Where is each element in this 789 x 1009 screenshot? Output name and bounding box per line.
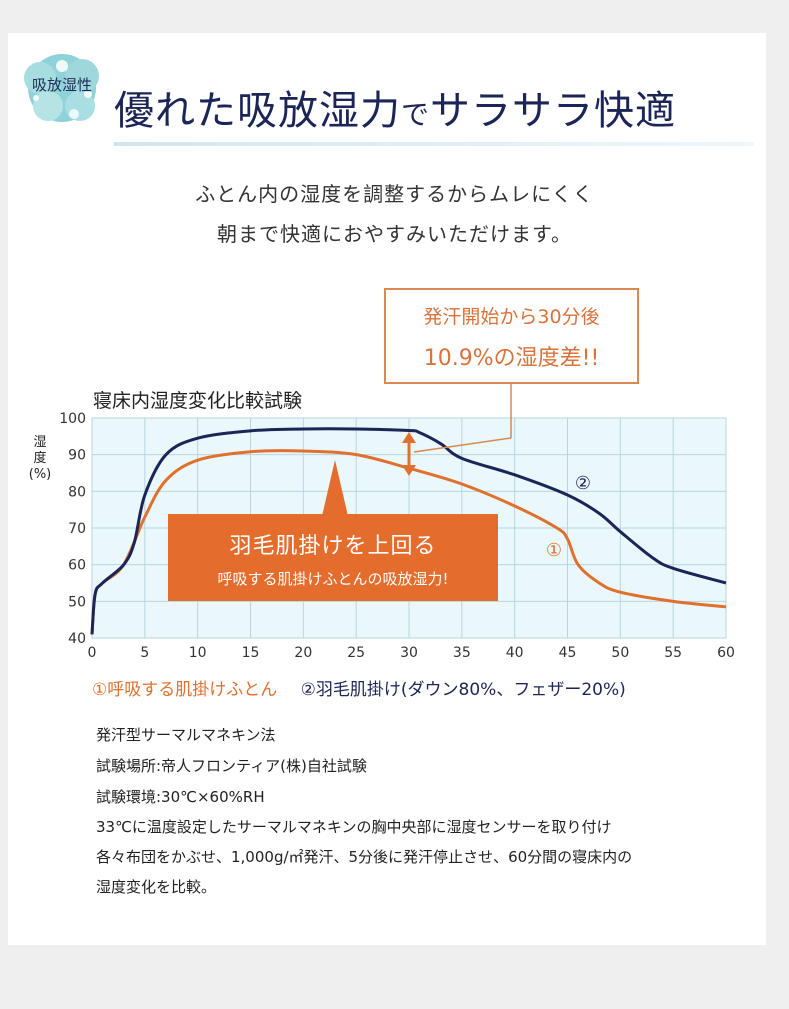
headline-part-1: 優れた吸放湿力: [114, 88, 401, 134]
page-title: 優れた吸放湿力でサラサラ快適: [114, 78, 744, 138]
x-tick-label: 40: [506, 645, 524, 661]
x-tick-label: 50: [611, 645, 629, 661]
x-tick-label: 35: [453, 645, 471, 661]
badge-label: 吸放湿性: [31, 76, 92, 94]
y-tick-label: 40: [68, 631, 86, 647]
y-tick-label: 50: [68, 594, 86, 610]
y-tick-labels: 40 50 60 70 80 90 100: [59, 411, 86, 647]
series-1-marker: ①: [546, 540, 562, 561]
y-tick-label: 90: [68, 448, 86, 464]
note-location: 試験場所:帝人フロンティア(株)自社試験: [96, 757, 367, 775]
y-tick-label: 60: [68, 558, 86, 574]
intro-line-1: ふとん内の湿度を調整するからムレにくく: [195, 182, 594, 206]
y-tick-label: 100: [59, 411, 86, 427]
legend-item-2: ②羽毛肌掛け(ダウン80%、フェザー20%): [300, 680, 626, 700]
humidity-gap-arrow: [402, 432, 416, 476]
x-tick-label: 10: [189, 645, 207, 661]
banner-line-1: 羽毛肌掛けを上回る: [229, 534, 437, 559]
note-description-3: 湿度変化を比較。: [96, 878, 217, 896]
bubble-icon: [24, 54, 99, 122]
x-tick-labels: 0 5 10 15 20 25 30 35 40 45 50 55 60: [88, 645, 735, 661]
legend: ①呼吸する肌掛けふとん ②羽毛肌掛け(ダウン80%、フェザー20%): [92, 675, 626, 700]
badge: 吸放湿性: [18, 48, 106, 128]
callout-line-1: 発汗開始から30分後: [423, 306, 600, 328]
x-tick-label: 45: [559, 645, 577, 661]
grid: [91, 417, 727, 639]
note-method: 発汗型サーマルマネキン法: [96, 726, 276, 744]
legend-item-1: ①呼吸する肌掛けふとん: [92, 680, 278, 700]
note-description-1: 33℃に温度設定したサーマルマネキンの胸中央部に湿度センサーを取り付け: [96, 818, 612, 836]
callout-connector: [413, 437, 512, 453]
headline-part-2: で: [401, 98, 431, 131]
x-tick-label: 55: [664, 645, 682, 661]
x-tick-label: 20: [294, 645, 312, 661]
x-tick-label: 60: [717, 645, 735, 661]
banner-line-2: 呼吸する肌掛けふとんの吸放湿力!: [217, 570, 449, 588]
headline-underline: [114, 142, 754, 146]
x-tick-label: 25: [347, 645, 365, 661]
note-description-2: 各々布団をかぶせ、1,000g/㎡発汗、5分後に発汗停止させ、60分間の寝床内の: [96, 848, 633, 866]
overlay-pointer: [322, 460, 348, 516]
series-2-marker: ②: [575, 473, 591, 494]
callout-box: 発汗開始から30分後 10.9%の湿度差!!: [384, 288, 639, 384]
x-tick-label: 5: [140, 645, 149, 661]
y-tick-label: 70: [68, 521, 86, 537]
headline-part-3: サラサラ快適: [430, 88, 677, 134]
x-tick-label: 0: [88, 645, 97, 661]
y-tick-label: 80: [68, 484, 86, 500]
intro-line-2: 朝まで快適におやすみいただけます。: [217, 222, 572, 246]
note-environment: 試験環境:30℃×60%RH: [96, 788, 265, 806]
highlight-banner: 羽毛肌掛けを上回る 呼吸する肌掛けふとんの吸放湿力!: [168, 514, 498, 601]
callout-line-2: 10.9%の湿度差!!: [423, 346, 600, 371]
series-lines: [90, 427, 727, 635]
series-line-2: [90, 427, 727, 635]
y-axis-label: 湿度 (%): [28, 435, 52, 482]
chart-title: 寝床内湿度変化比較試験: [93, 390, 303, 412]
x-tick-label: 15: [242, 645, 260, 661]
x-tick-label: 30: [400, 645, 418, 661]
